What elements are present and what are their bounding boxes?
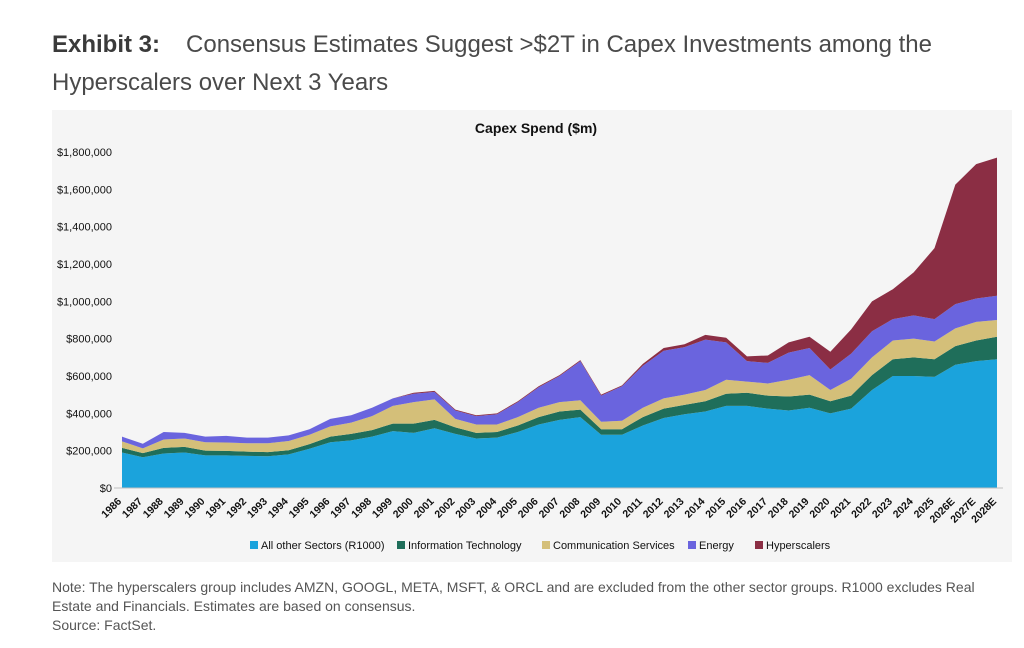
chart-panel: Capex Spend ($m) $0 $200,000 $400,000 $600,… bbox=[52, 110, 1012, 562]
legend-label: Energy bbox=[699, 540, 734, 552]
area-communication-services bbox=[122, 320, 997, 454]
x-tick-label: 2019 bbox=[787, 496, 812, 521]
x-tick-label: 2015 bbox=[703, 496, 728, 521]
y-tick-label: $0 bbox=[100, 483, 112, 495]
x-tick-label: 2004 bbox=[474, 496, 499, 521]
y-tick-label: $1,000,000 bbox=[57, 296, 112, 308]
x-tick-label: 2007 bbox=[537, 496, 562, 521]
y-tick-label: $200,000 bbox=[66, 446, 112, 458]
legend-label: Hyperscalers bbox=[766, 540, 831, 552]
exhibit-heading: Exhibit 3: Consensus Estimates Suggest >$… bbox=[52, 26, 992, 102]
x-tick-label: 2000 bbox=[391, 496, 416, 521]
legend-label: Information Technology bbox=[408, 540, 522, 552]
x-tick-label: 2016 bbox=[724, 496, 749, 521]
capex-area-chart: Capex Spend ($m) $0 $200,000 $400,000 $600,… bbox=[57, 120, 1003, 552]
legend-label: All other Sectors (R1000) bbox=[261, 540, 385, 552]
x-tick-label: 1986 bbox=[99, 496, 124, 521]
exhibit-title: Consensus Estimates Suggest >$2T in Cape… bbox=[52, 31, 932, 96]
x-tick-label: 2023 bbox=[870, 496, 895, 521]
x-tick-label: 2018 bbox=[766, 496, 791, 521]
x-tick-label: 2013 bbox=[662, 496, 687, 521]
legend-label: Communication Services bbox=[553, 540, 675, 552]
x-tick-label: 1996 bbox=[307, 496, 332, 521]
x-tick-label: 1994 bbox=[266, 496, 291, 521]
x-tick-label: 1989 bbox=[162, 496, 187, 521]
x-tick-label: 1988 bbox=[141, 496, 166, 521]
x-tick-label: 2009 bbox=[578, 496, 603, 521]
y-tick-label: $1,600,000 bbox=[57, 184, 112, 196]
legend-swatch bbox=[542, 541, 550, 549]
x-tick-label: 2012 bbox=[641, 496, 666, 521]
x-tick-label: 1993 bbox=[245, 496, 270, 521]
footnote: Note: The hyperscalers group includes AM… bbox=[52, 578, 1012, 635]
x-tick-label: 2022 bbox=[849, 496, 874, 521]
x-tick-label: 2024 bbox=[891, 496, 916, 521]
x-tick-label: 1987 bbox=[120, 496, 145, 521]
x-tick-label: 2008 bbox=[557, 496, 582, 521]
legend-swatch bbox=[688, 541, 696, 549]
x-tick-label: 2006 bbox=[516, 496, 541, 521]
x-tick-label: 1997 bbox=[328, 496, 353, 521]
x-tick-label: 2002 bbox=[432, 496, 457, 521]
legend-swatch bbox=[250, 541, 258, 549]
x-tick-label: 2014 bbox=[682, 496, 707, 521]
x-tick-label: 2001 bbox=[412, 496, 437, 521]
y-tick-label: $1,200,000 bbox=[57, 259, 112, 271]
x-tick-label: 2020 bbox=[807, 496, 832, 521]
y-tick-label: $600,000 bbox=[66, 371, 112, 383]
x-tick-label: 2003 bbox=[453, 496, 478, 521]
x-tick-label: 1999 bbox=[370, 496, 395, 521]
chart-title: Capex Spend ($m) bbox=[475, 120, 597, 136]
legend-swatch bbox=[397, 541, 405, 549]
x-tick-label: 2005 bbox=[495, 496, 520, 521]
x-tick-label: 1995 bbox=[287, 496, 312, 521]
x-tick-label: 2021 bbox=[828, 496, 853, 521]
area-energy bbox=[122, 295, 997, 449]
x-tick-label: 1992 bbox=[224, 496, 249, 521]
exhibit-label: Exhibit 3: bbox=[52, 31, 161, 58]
area-all-other-sectors-r1000 bbox=[122, 359, 997, 488]
source-text: Source: FactSet. bbox=[52, 617, 157, 633]
y-tick-label: $400,000 bbox=[66, 408, 112, 420]
x-tick-label: 1998 bbox=[349, 496, 374, 521]
x-tick-label: 2017 bbox=[745, 496, 770, 521]
x-tick-label: 1991 bbox=[203, 496, 228, 521]
x-tick-label: 1990 bbox=[182, 496, 207, 521]
legend-swatch bbox=[755, 541, 763, 549]
y-tick-label: $1,800,000 bbox=[57, 147, 112, 159]
y-tick-label: $800,000 bbox=[66, 334, 112, 346]
note-text: Note: The hyperscalers group includes AM… bbox=[52, 579, 975, 614]
x-tick-label: 2010 bbox=[599, 496, 624, 521]
y-tick-label: $1,400,000 bbox=[57, 222, 112, 234]
x-tick-label: 2011 bbox=[620, 496, 645, 521]
